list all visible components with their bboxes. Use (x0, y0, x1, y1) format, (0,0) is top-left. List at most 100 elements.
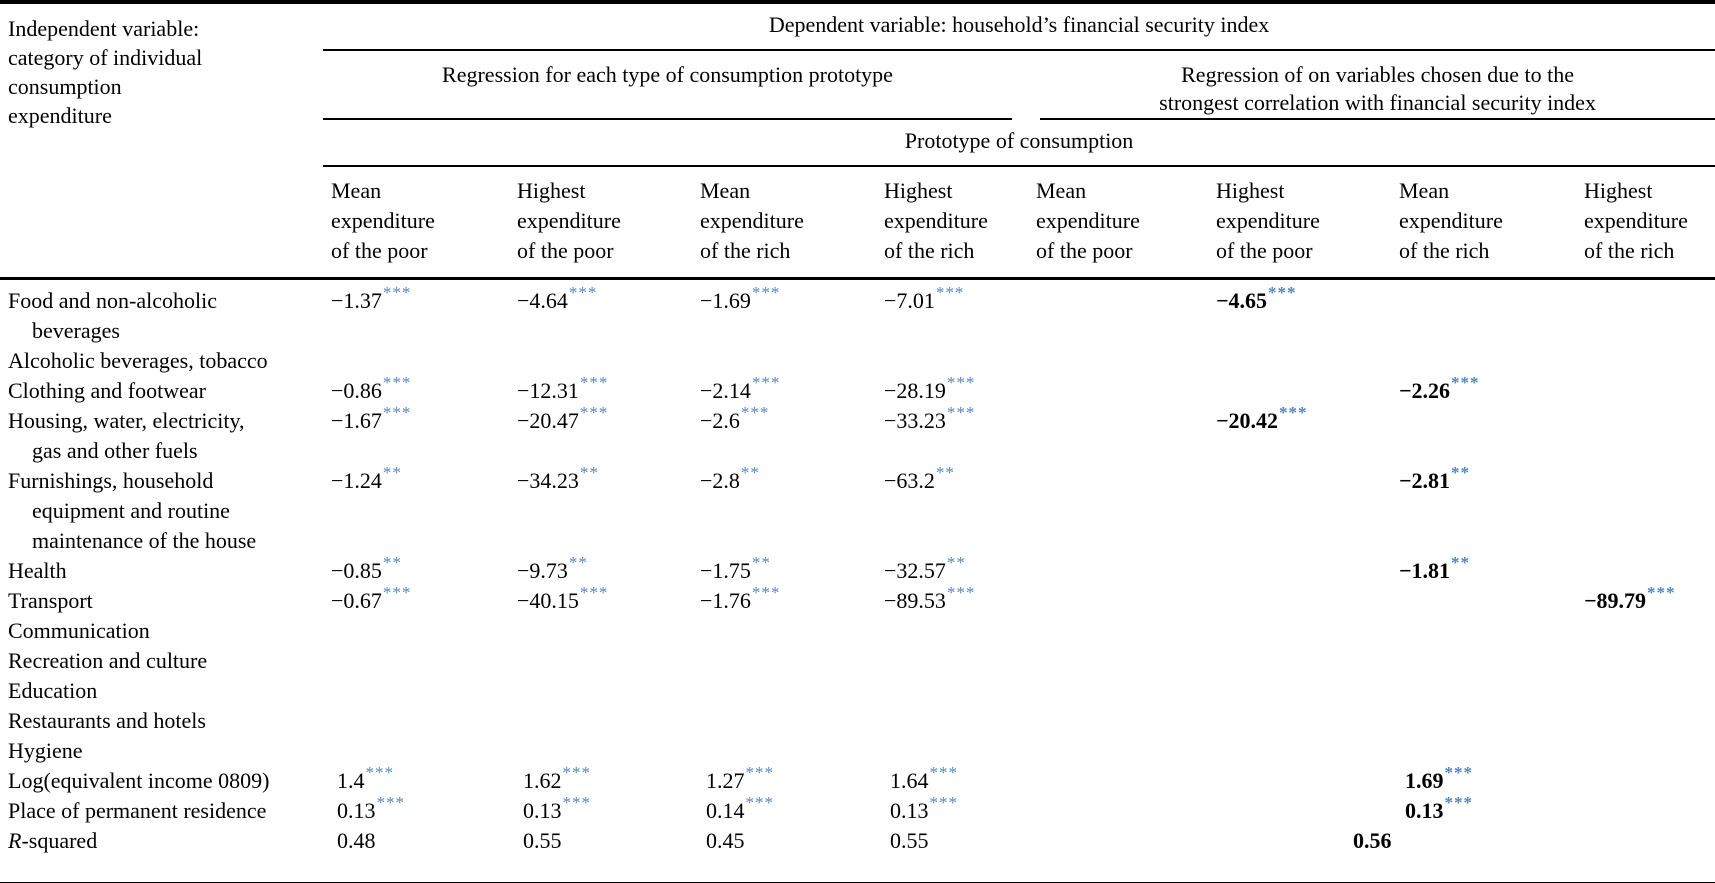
row-label: R-squared (0, 826, 323, 883)
empty-cell (876, 736, 1028, 766)
table-row: Education (0, 676, 1715, 706)
row-label-line: Food and non-alcoholic (8, 287, 217, 313)
row-label: Education (0, 676, 323, 706)
row-label: Health (0, 556, 323, 586)
coefficient-cell: −0.67*** (323, 583, 509, 616)
significance-stars: *** (568, 283, 598, 303)
empty-cell (509, 706, 692, 736)
coefficient-cell: −34.23** (509, 463, 692, 556)
coefficient-value: −2.14*** (700, 373, 781, 403)
coefficient-cell: 1.62*** (509, 763, 692, 796)
coefficient-cell: −9.73** (509, 554, 692, 586)
significance-stars: *** (365, 763, 394, 783)
row-label-line: Health (8, 557, 67, 583)
row-label: Furnishings, household equipment and rout… (0, 466, 323, 556)
coefficient-value: −2.26*** (1399, 373, 1480, 403)
row-label: Alcoholic beverages, tobacco (0, 346, 323, 376)
coefficient-value: −28.19*** (884, 373, 976, 403)
empty-cell (1391, 346, 1576, 376)
group-heading-each-type-text: Regression for each type of consumption … (323, 51, 1012, 120)
coefficient-value: −4.64*** (517, 283, 598, 313)
row-label-line: Housing, water, electricity, (8, 407, 245, 433)
group-heading-line: Regression of on variables chosen due to… (1181, 62, 1574, 87)
empty-cell (323, 706, 509, 736)
empty-cell (1028, 346, 1208, 376)
significance-stars: ** (1451, 463, 1471, 483)
significance-stars: *** (562, 793, 591, 813)
column-header-highest-rich-2: Highest expenditure of the rich (1576, 166, 1715, 280)
empty-cell (1576, 796, 1715, 826)
row-label-line: R-squared (8, 827, 98, 853)
significance-stars: *** (1268, 283, 1297, 303)
significance-stars: *** (579, 403, 609, 423)
row-label-line: Transport (8, 587, 93, 613)
empty-cell (1208, 376, 1391, 406)
coefficient-value: −1.76*** (700, 583, 781, 613)
group-heading-each-type: Regression for each type of consumption … (323, 50, 1028, 120)
coefficient-value: 0.55 (523, 827, 562, 853)
coefficient-cell: −1.24** (323, 463, 509, 556)
empty-cell (1208, 586, 1391, 616)
significance-stars: ** (946, 553, 966, 573)
coefficient-cell: −2.26*** (1391, 373, 1576, 406)
row-label-line: Alcoholic beverages, tobacco (8, 347, 268, 373)
empty-cell (1576, 766, 1715, 796)
coefficient-value: 0.13*** (890, 793, 958, 823)
coefficient-cell: 0.14*** (692, 794, 876, 826)
empty-cell (323, 676, 509, 706)
coefficient-cell: −20.47*** (509, 403, 692, 466)
significance-stars: ** (579, 463, 599, 483)
coefficient-value: −0.67*** (331, 583, 412, 613)
column-header-mean-rich-2: Mean expenditure of the rich (1391, 166, 1576, 280)
coefficient-cell: −40.15*** (509, 584, 692, 616)
coefficient-cell: −20.42*** (1208, 404, 1391, 466)
empty-cell (509, 646, 692, 676)
row-label-line: Communication (8, 617, 150, 643)
empty-cell (1576, 646, 1715, 676)
coefficient-cell: −89.79*** (1576, 584, 1715, 616)
significance-stars: ** (751, 553, 771, 573)
column-header-highest-poor-2: Highest expenditure of the poor (1208, 166, 1391, 280)
empty-cell (1028, 826, 1208, 883)
empty-cell (1391, 616, 1576, 646)
coefficient-value: 0.45 (706, 827, 745, 853)
coefficient-value: −0.86*** (331, 373, 412, 403)
stub-line: Independent variable: (8, 16, 200, 41)
coefficient-cell: 0.55 (509, 826, 692, 883)
table-row: Log(equivalent income 0809) 1.4*** 1.62***… (0, 763, 1715, 796)
empty-cell (1208, 466, 1391, 556)
coefficient-cell: 1.27*** (692, 763, 876, 796)
significance-stars: *** (946, 583, 976, 603)
column-header-highest-poor-1: Highest expenditure of the poor (509, 166, 692, 280)
coefficient-value: 1.62*** (523, 763, 591, 793)
coefficient-cell: −89.53*** (876, 583, 1028, 616)
coefficient-value: −1.24** (331, 463, 402, 493)
coefficient-value: −63.2** (884, 463, 955, 493)
coefficient-value: −2.6*** (700, 403, 770, 433)
empty-cell (323, 646, 509, 676)
empty-cell (1028, 586, 1208, 616)
coefficient-cell: −63.2** (876, 463, 1028, 556)
empty-cell (1208, 556, 1391, 586)
coefficient-value: 0.56 (1353, 827, 1392, 853)
group-heading-line: strongest correlation with financial sec… (1159, 90, 1596, 115)
empty-cell (1208, 346, 1391, 376)
significance-stars: *** (1444, 763, 1473, 783)
empty-cell (692, 346, 876, 376)
row-label-line: maintenance of the house (32, 527, 257, 553)
coefficient-cell: 0.48 (323, 826, 509, 883)
empty-cell (1391, 278, 1576, 346)
empty-cell (1208, 616, 1391, 646)
significance-stars: *** (1444, 793, 1473, 813)
coefficient-value: 1.27*** (706, 763, 774, 793)
coefficient-cell: 1.64*** (876, 764, 1028, 796)
empty-cell (1208, 706, 1391, 736)
empty-cell (1028, 736, 1208, 766)
row-label-line: Restaurants and hotels (8, 707, 206, 733)
row-label-line: Furnishings, household (8, 467, 214, 493)
row-label: Log(equivalent income 0809) (0, 766, 323, 796)
group-heading-strongest-correlation: Regression of on variables chosen due to… (1028, 50, 1715, 120)
empty-cell (876, 616, 1028, 646)
significance-stars: *** (376, 793, 405, 813)
significance-stars: *** (751, 283, 781, 303)
